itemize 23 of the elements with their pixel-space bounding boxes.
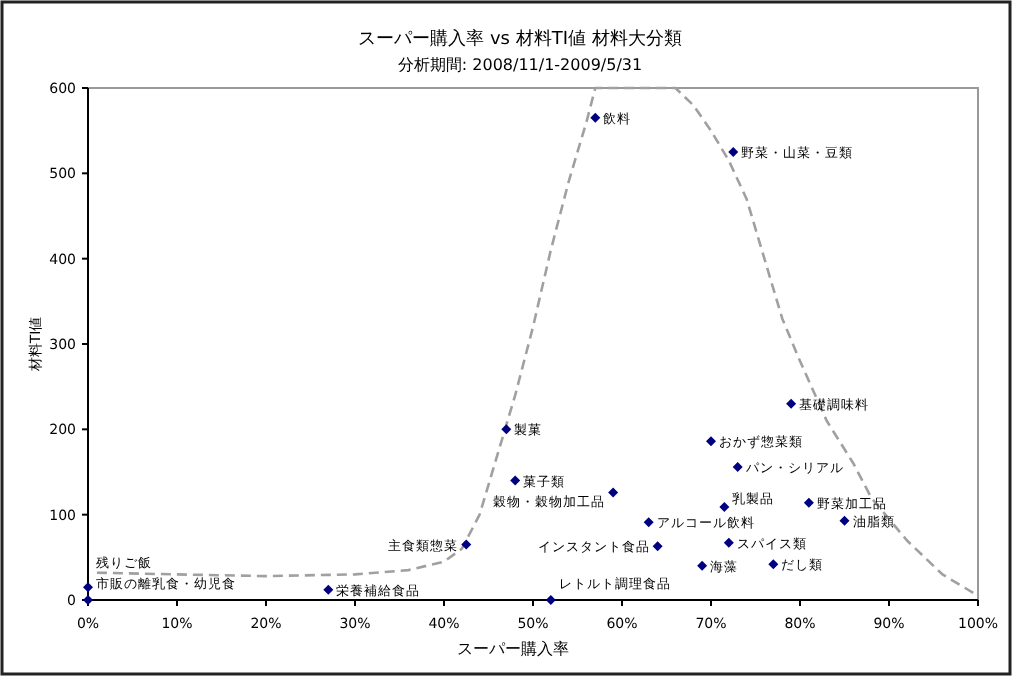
point — [608, 487, 619, 498]
point — [652, 541, 663, 552]
point — [643, 517, 654, 528]
point — [803, 497, 814, 508]
point — [323, 584, 334, 595]
point — [719, 501, 730, 512]
point — [697, 560, 708, 571]
point — [501, 424, 512, 435]
point — [461, 539, 472, 550]
point — [723, 537, 734, 548]
point — [839, 515, 850, 526]
point — [732, 461, 743, 472]
chart-subtitle: 分析期間: 2008/11/1-2009/5/31 — [397, 56, 643, 74]
point — [728, 147, 739, 157]
point — [545, 595, 556, 605]
point — [706, 436, 716, 447]
point — [83, 582, 93, 593]
point — [768, 559, 779, 570]
point — [590, 112, 601, 123]
point — [510, 475, 521, 486]
point — [786, 398, 797, 409]
x-axis-title: スーパー購入率 — [457, 640, 569, 658]
chart-title: スーパー購入率 vs 材料TI値 材料大分類 — [358, 28, 682, 50]
